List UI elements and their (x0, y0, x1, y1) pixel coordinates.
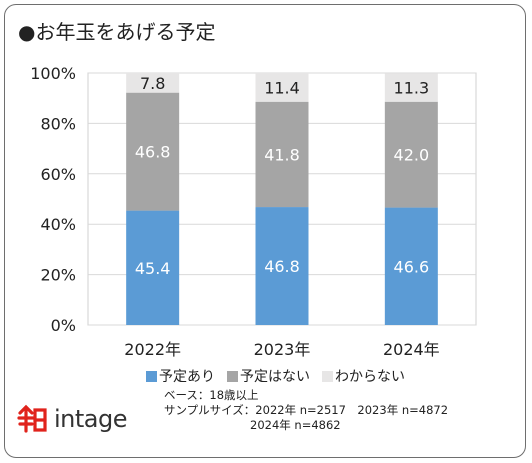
x-tick-label: 2022年 (124, 340, 181, 359)
intage-logo: intage (16, 404, 128, 434)
bar-value-label: 42.0 (394, 146, 430, 165)
bar-segment (126, 210, 180, 325)
legend-swatch-planned (146, 370, 157, 382)
bar-value-label: 46.8 (264, 257, 300, 276)
chart-notes: ベース：18歳以上 サンプルサイズ：2022年 n=2517 2023年 n=4… (164, 388, 448, 433)
x-tick-label: 2023年 (254, 340, 311, 359)
note-sample-size: サンプルサイズ：2022年 n=2517 2023年 n=4872 (164, 403, 449, 417)
y-tick-label: 80% (40, 114, 76, 133)
note-sample-size-2024: 2024年 n=4862 (250, 418, 341, 432)
bar-segment (126, 73, 180, 93)
y-tick-label: 0% (51, 316, 76, 335)
bar-value-label: 41.8 (264, 145, 300, 164)
bar-value-label: 7.8 (140, 74, 165, 93)
x-tick-label: 2024年 (383, 340, 440, 359)
bar-segment (255, 101, 309, 208)
bar-value-label: 11.4 (264, 78, 300, 97)
bar-segment (384, 73, 438, 102)
legend-label-planned: 予定あり (159, 369, 215, 385)
y-tick-label: 60% (40, 165, 76, 184)
y-tick-label: 100% (30, 64, 76, 83)
y-tick-label: 40% (40, 215, 76, 234)
bar-value-label: 45.4 (135, 259, 171, 278)
bar-segment (384, 207, 438, 325)
legend-label-not-planned: 予定はない (240, 369, 310, 385)
intage-logo-icon (17, 404, 47, 433)
bar-value-label: 46.8 (135, 143, 171, 162)
bar-value-label: 11.3 (394, 78, 430, 97)
bar-segment (255, 207, 309, 325)
y-tick-label: 20% (40, 266, 76, 285)
legend-label-unknown: わからない (335, 369, 405, 385)
chart-legend: 予定あり 予定はない わからない (146, 366, 405, 386)
intage-logo-text: intage (54, 405, 128, 433)
bar-segment (126, 92, 180, 211)
legend-item-planned: 予定あり (146, 366, 215, 386)
chart-title: ●お年玉をあげる予定 (18, 20, 216, 44)
bar-value-label: 46.6 (394, 257, 430, 276)
bar-segment (255, 73, 309, 102)
legend-swatch-not-planned (227, 370, 238, 382)
note-base: ベース：18歳以上 (164, 388, 259, 402)
legend-item-not-planned: 予定はない (227, 366, 310, 386)
bar-segment (384, 101, 438, 208)
legend-swatch-unknown (322, 370, 333, 382)
legend-item-unknown: わからない (322, 366, 405, 386)
